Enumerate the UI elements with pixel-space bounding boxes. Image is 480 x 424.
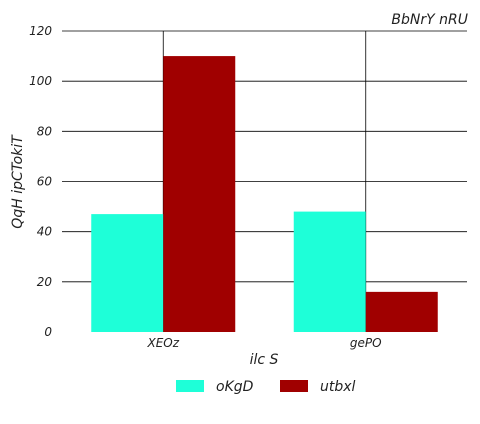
- chart-title: BbNrY nRU: [391, 12, 468, 28]
- y-axis-title: QqH ipCTokiT: [10, 134, 26, 229]
- bar-utbxl-XEOz: [163, 56, 236, 332]
- legend: oKgD utbxl: [176, 379, 356, 395]
- legend-swatch: [176, 380, 204, 392]
- bars-layer: [91, 56, 438, 332]
- y-tick-label: 20: [37, 275, 53, 289]
- legend-label: utbxl: [320, 379, 356, 395]
- y-tick-label: 0: [44, 325, 52, 339]
- x-tick-label: gePO: [350, 336, 382, 350]
- y-tick-label: 40: [37, 225, 53, 239]
- bar-oKgD-XEOz: [91, 214, 164, 332]
- x-axis-title: ilc S: [250, 352, 279, 368]
- y-tick-label: 100: [29, 74, 52, 88]
- y-tick-label: 80: [37, 124, 53, 138]
- axis-layer: 0 20 40 60 80 100 120 XEOz gePO: [29, 24, 382, 350]
- legend-swatch: [280, 380, 308, 392]
- bar-oKgD-gePO: [293, 211, 366, 332]
- bar-utbxl-gePO: [365, 291, 438, 332]
- legend-label: oKgD: [216, 379, 254, 395]
- y-tick-label: 120: [29, 24, 52, 38]
- x-tick-label: XEOz: [146, 336, 179, 350]
- y-tick-label: 60: [37, 175, 53, 189]
